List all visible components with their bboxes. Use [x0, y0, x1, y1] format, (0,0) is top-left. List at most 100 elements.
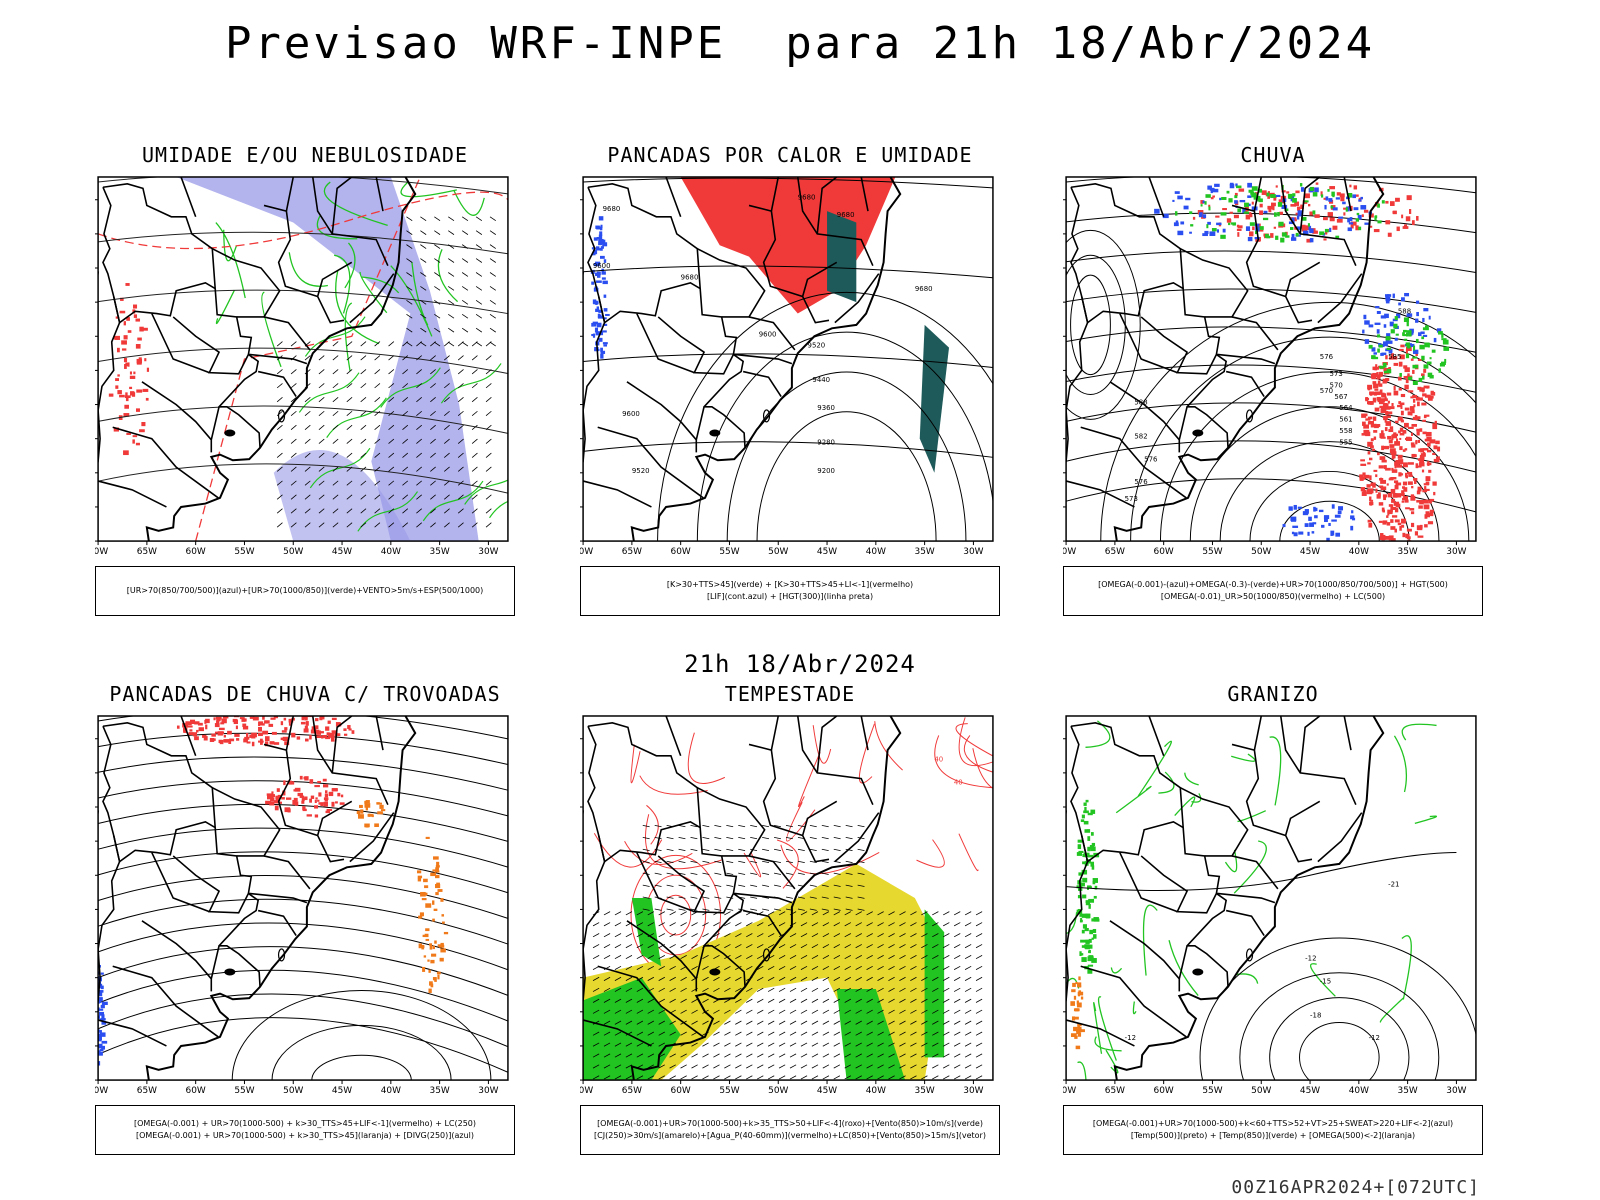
wind850-vector	[658, 922, 665, 927]
wind850-vector	[845, 908, 853, 911]
storm-red-area	[337, 792, 341, 797]
wind-vector	[444, 424, 450, 430]
wind850-vector	[855, 1031, 862, 1036]
map-granizo: -12-12-15-18-12-2112S15S18S21S24S27S30S3…	[1063, 714, 1483, 1094]
temp850-contour	[1089, 929, 1094, 935]
omega-red-area	[1396, 493, 1402, 498]
omega-red-area	[1393, 432, 1397, 435]
wind850-vector	[654, 836, 662, 840]
lc250-streamline	[98, 827, 508, 868]
wind850-vector	[844, 976, 852, 981]
omega-red-area	[1389, 426, 1394, 430]
wind850-vector	[658, 987, 665, 992]
lc250-streamline	[98, 1017, 508, 1073]
lifted-index-contour	[593, 322, 597, 327]
plot-frame	[582, 715, 994, 1081]
omega-red-area	[1396, 438, 1399, 442]
map-canvas: 404012S15S18S21S24S27S30S33S36S39S42S70W…	[580, 715, 994, 1094]
wind850-vector	[774, 836, 781, 840]
wind850-vector	[642, 896, 650, 899]
wind850-vector	[647, 976, 655, 981]
omega-red-area	[1387, 544, 1392, 547]
omega-red-area	[1399, 446, 1403, 451]
wind850-vector	[680, 922, 687, 927]
wind850-vector	[724, 1064, 731, 1069]
wind-vector	[475, 300, 483, 305]
wind850-vector	[866, 955, 873, 960]
wind-vector	[416, 424, 422, 430]
country-state-border	[583, 296, 606, 465]
wind850-vector	[756, 965, 764, 971]
wind-vector	[489, 341, 496, 347]
omega500-orange-area	[1077, 1026, 1082, 1029]
omega-red-area	[1236, 224, 1240, 228]
wind850-vector	[636, 955, 644, 960]
lon-tick-label: 45W	[332, 1086, 352, 1094]
wind-vector	[420, 244, 427, 249]
wind850-vector	[702, 1053, 709, 1058]
precip-water-contour	[958, 833, 979, 872]
wind850-vector	[778, 1064, 786, 1069]
lon-tick-label: 40W	[1349, 1086, 1369, 1094]
omega-red-area	[1424, 488, 1430, 491]
storm-orange-area	[364, 800, 368, 804]
wind850-vector	[888, 955, 895, 960]
humidity-lowlevel-contour	[380, 367, 441, 408]
storm-red-area	[328, 791, 334, 797]
storm-red-area	[318, 802, 324, 805]
country-state-border	[211, 248, 281, 318]
omega-green-area	[1284, 208, 1289, 212]
storm-red-area	[275, 796, 281, 802]
wind850-vector	[702, 908, 710, 911]
temp850-contour	[1081, 953, 1084, 956]
storm-red-area	[302, 715, 308, 719]
omega-red-area	[1424, 414, 1430, 417]
hgt300-contour	[726, 371, 967, 542]
wind850-vector	[964, 922, 972, 927]
storm-red-area	[244, 736, 250, 740]
storm-orange-area	[437, 889, 443, 892]
omega-blue-area	[1410, 343, 1415, 348]
wind850-vector	[921, 965, 928, 971]
wind850-vector	[800, 1031, 808, 1036]
omega-blue-area	[1368, 324, 1374, 328]
hail-fields: -12-12-15-18-12-21	[1066, 720, 1476, 1081]
omega-red-area	[1394, 528, 1397, 533]
wind-vector	[485, 438, 492, 444]
wind850-vector	[756, 933, 764, 938]
humidity-lowlevel-contour	[215, 289, 236, 325]
country-state-border	[748, 855, 796, 890]
omega-green-area	[1290, 227, 1294, 230]
panel-granizo: GRANIZO -12-12-15-18-12-2112S15S18S21S24…	[1063, 682, 1483, 1162]
lifted-index-contour	[600, 255, 605, 259]
omega500-orange-area	[1073, 995, 1077, 1000]
omega-red-area	[1308, 203, 1311, 207]
wind-vector	[318, 466, 325, 472]
wind850-vector	[614, 1053, 622, 1058]
wind850-vector	[800, 944, 808, 949]
wind850-vector	[724, 998, 731, 1003]
wind850-vector	[778, 1009, 786, 1014]
wind850-vector	[811, 1042, 819, 1047]
wind850-vector	[680, 933, 687, 938]
wind850-vector	[735, 933, 742, 938]
wind850-vector	[658, 1075, 665, 1080]
precip-water-contour	[916, 839, 945, 868]
precip-water-contour	[858, 723, 875, 784]
omega-blue-area	[1347, 218, 1351, 223]
wind-vector	[374, 480, 381, 486]
wind850-vector	[789, 987, 797, 992]
thickness-dashes	[115, 378, 119, 382]
omega-blue-area	[1334, 514, 1341, 518]
wind-vector	[444, 355, 450, 361]
wind850-vector	[800, 965, 808, 971]
temp850-contour	[1094, 885, 1098, 890]
wind850-vector	[932, 1053, 939, 1058]
divergence-blue-area	[101, 1014, 105, 1019]
country-state-border	[1253, 176, 1263, 212]
humidity-lowlevel-contour	[359, 271, 388, 314]
omega-blue-area	[1309, 522, 1314, 527]
contour-label: 570	[1320, 387, 1333, 395]
wind850-vector	[833, 1053, 841, 1058]
wind850-vector	[822, 1064, 830, 1069]
